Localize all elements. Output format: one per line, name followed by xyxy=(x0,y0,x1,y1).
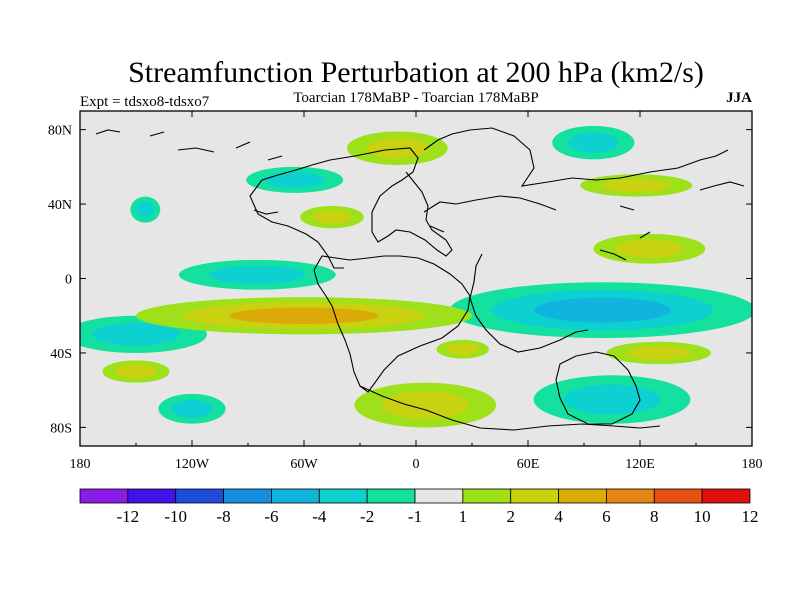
colorbar-label: -8 xyxy=(216,507,230,526)
field-anticyclone-subtropical-south xyxy=(136,297,472,335)
field-anticyclone-south-pacific-midlat xyxy=(102,360,170,383)
period-label: Toarcian 178MaBP - Toarcian 178MaBP xyxy=(293,90,538,106)
y-tick-label: 80N xyxy=(48,124,72,139)
field-anticyclone-southern-ocean xyxy=(354,382,497,428)
coast-south-america xyxy=(313,255,471,393)
field-anticyclone-west-pacific xyxy=(593,233,706,264)
cyclone-sam-tropical-level-m2 xyxy=(209,265,306,284)
coast-north-america xyxy=(249,147,453,269)
axes: 180 120W 60W 0 60E 120E 180 80N 40N 0 40S 80S xyxy=(48,111,763,472)
colorbar-label: 2 xyxy=(506,507,515,526)
colorbar-label: 6 xyxy=(602,507,611,526)
field-anticyclone-australia-south xyxy=(606,341,711,365)
coastlines xyxy=(95,127,745,431)
coast-antarctica xyxy=(359,385,661,431)
x-tick-label: 60W xyxy=(290,457,318,472)
cyclone-southern-ocean-east-level-m2 xyxy=(563,384,661,415)
colorbar-box xyxy=(606,488,655,504)
colorbar-label: 12 xyxy=(742,507,759,526)
colorbar-box xyxy=(79,488,129,504)
experiment-label: Expt = tdsxo8-tdsxo7 xyxy=(80,94,210,110)
map-panel xyxy=(80,111,752,446)
colorbar: -12 -10 -8 -6 -4 -2 -1 1 2 4 6 8 10 12 xyxy=(79,488,759,526)
anticyclone-south-pacific-midlat-level-2 xyxy=(115,364,157,379)
cyclone-indian-ocean-level-m4 xyxy=(534,297,671,323)
y-tick-label: 40N xyxy=(48,198,72,213)
field-cyclone-indian-ocean xyxy=(449,282,752,339)
cyclone-southern-pacific-level-m2 xyxy=(171,399,213,418)
field-layer xyxy=(80,125,752,428)
anticyclone-australia-south-level-2 xyxy=(626,346,691,360)
colorbar-label: 1 xyxy=(459,507,468,526)
colorbar-label: -12 xyxy=(117,507,140,526)
colorbar-label: -6 xyxy=(264,507,278,526)
x-tick-label: 120E xyxy=(625,457,655,472)
anticyclone-europe-level-2 xyxy=(366,137,429,159)
colorbar-label: 10 xyxy=(694,507,711,526)
colorbar-box xyxy=(271,488,320,504)
y-tick-label: 80S xyxy=(50,421,72,436)
anticyclone-east-asia-level-2 xyxy=(601,178,671,193)
y-tick-label: 0 xyxy=(65,273,72,288)
x-tick-label: 60E xyxy=(517,457,540,472)
anticyclone-north-atlantic-level-2 xyxy=(312,210,352,224)
colorbar-box xyxy=(653,488,703,504)
colorbar-box xyxy=(175,488,224,504)
cyclone-north-america-level-m2 xyxy=(264,171,325,188)
x-tick-label: 180 xyxy=(742,457,763,472)
colorbar-box xyxy=(223,488,272,504)
colorbar-label: -1 xyxy=(408,507,422,526)
x-tick-label: 180 xyxy=(70,457,91,472)
field-cyclone-north-america xyxy=(246,166,344,193)
field-anticyclone-europe xyxy=(346,131,448,165)
chart-title: Streamfunction Perturbation at 200 hPa (… xyxy=(128,56,704,89)
field-anticyclone-south-indian xyxy=(436,339,489,359)
colorbar-label: -10 xyxy=(164,507,187,526)
field-cyclone-asia-north xyxy=(552,125,635,160)
colorbar-box xyxy=(701,488,751,504)
field-anticyclone-east-asia xyxy=(580,174,693,197)
colorbar-label: 8 xyxy=(650,507,659,526)
anticyclone-southern-ocean-level-2 xyxy=(381,391,469,419)
coast-islands xyxy=(95,129,745,261)
colorbar-box xyxy=(462,488,512,504)
cyclone-pacific-south-level-m2 xyxy=(92,322,180,346)
anticyclone-south-indian-level-2 xyxy=(446,343,479,355)
cyclone-asia-north-level-m2 xyxy=(568,132,619,153)
colorbar-box xyxy=(127,488,177,504)
coast-australia xyxy=(555,351,641,425)
colorbar-label: -4 xyxy=(312,507,327,526)
colorbar-label: 4 xyxy=(554,507,563,526)
colorbar-box xyxy=(510,488,559,504)
coast-eurasia-africa xyxy=(423,127,729,353)
field-cyclone-sam-tropical xyxy=(178,259,336,290)
season-label: JJA xyxy=(726,90,752,106)
colorbar-box xyxy=(366,488,416,504)
colorbar-box xyxy=(414,488,464,504)
y-tick-label: 40S xyxy=(50,347,72,362)
x-tick-label: 0 xyxy=(413,457,420,472)
field-cyclone-southern-pacific xyxy=(158,393,226,424)
anticyclone-subtropical-south-level-4 xyxy=(229,307,379,324)
colorbar-label: -2 xyxy=(360,507,374,526)
x-tick-label: 120W xyxy=(175,457,210,472)
cyclone-central-pacific-level-m2 xyxy=(136,201,155,218)
field-cyclone-central-pacific xyxy=(130,196,161,223)
anticyclone-west-pacific-level-2 xyxy=(614,239,684,258)
colorbar-box xyxy=(558,488,607,504)
colorbar-box xyxy=(318,488,368,504)
field-anticyclone-north-atlantic xyxy=(300,205,364,229)
